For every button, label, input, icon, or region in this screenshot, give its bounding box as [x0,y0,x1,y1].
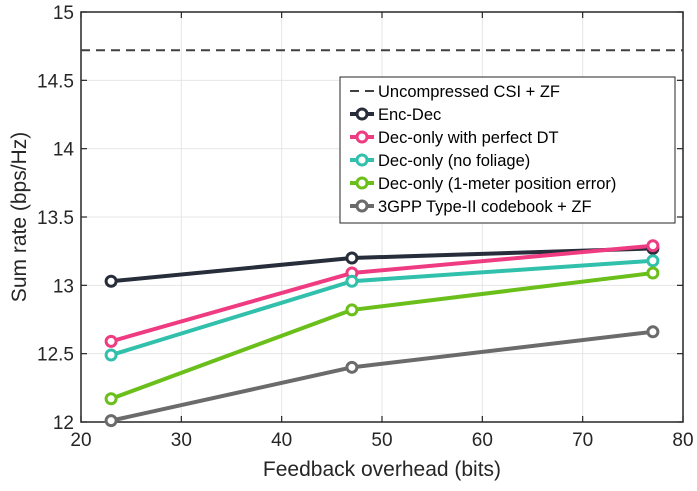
data-point [646,239,660,253]
y-tick-label: 12.5 [37,345,74,366]
legend-entry: 3GPP Type-II codebook + ZF [378,198,592,216]
legend-entry: Dec-only (1-meter position error) [378,175,616,193]
data-point [646,254,660,268]
data-point [345,274,359,288]
legend: Uncompressed CSI + ZF Enc-Dec Dec-only wit… [339,76,676,224]
y-tick-label: 13 [53,276,74,297]
legend-marker [355,107,369,121]
y-axis: 12 12.5 13 13.5 14 14.5 15 [37,3,683,434]
y-tick-label: 13.5 [37,208,74,229]
legend-entry: Enc-Dec [378,106,441,124]
data-point [345,303,359,317]
data-point [104,348,118,362]
data-point [646,266,660,280]
x-tick-label: 60 [472,430,493,451]
x-tick-label: 70 [572,430,593,451]
legend-marker [355,130,369,144]
x-tick-label: 80 [672,430,693,451]
y-tick-label: 14 [53,140,75,161]
data-point [104,274,118,288]
legend-marker [355,176,369,190]
x-tick-label: 40 [271,430,292,451]
x-tick-label: 50 [371,430,392,451]
legend-box [339,76,676,224]
y-axis-label: Sum rate (bps/Hz) [8,132,31,302]
legend-entry: Dec-only with perfect DT [378,129,559,147]
data-point [345,360,359,374]
legend-marker [355,153,369,167]
legend-entry: Dec-only (no foliage) [378,152,530,170]
y-tick-label: 12 [53,413,74,434]
legend-marker [355,199,369,213]
data-point [104,334,118,348]
legend-entry: Uncompressed CSI + ZF [378,83,560,101]
data-point [345,251,359,265]
y-tick-label: 14.5 [37,71,74,92]
x-tick-label: 30 [171,430,192,451]
series-markers [104,239,660,428]
y-tick-label: 15 [53,3,74,24]
x-axis-label: Feedback overhead (bits) [263,458,501,481]
x-axis: 20 30 40 50 60 70 80 [70,12,694,451]
x-tick-label: 20 [70,430,91,451]
data-point [646,325,660,339]
data-point [104,414,118,428]
data-point [104,392,118,406]
